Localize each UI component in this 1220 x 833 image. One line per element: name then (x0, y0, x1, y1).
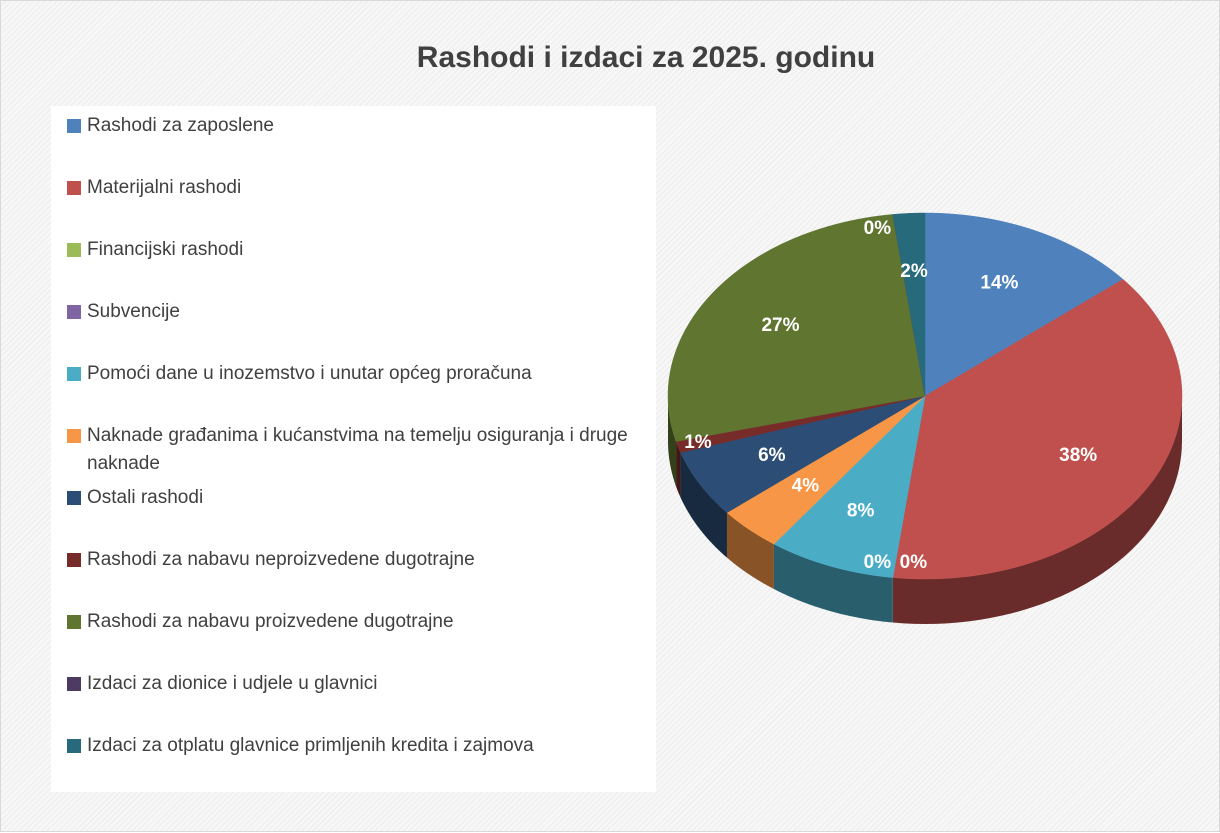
data-label: 27% (761, 315, 799, 336)
data-label: 14% (980, 272, 1018, 293)
legend-item: Izdaci za otplatu glavnice primljenih kr… (67, 732, 647, 760)
legend-label: Izdaci za dionice i udjele u glavnici (87, 673, 378, 694)
chart-title: Rashodi i izdaci za 2025. godinu (416, 41, 876, 74)
data-label: 4% (792, 476, 820, 497)
legend-swatch (67, 367, 81, 381)
legend-item: Rashodi za nabavu neproizvedene dugotraj… (67, 546, 647, 574)
legend-item: Rashodi za zaposlene (67, 112, 647, 140)
data-label: 0% (864, 218, 892, 239)
data-label: 0% (900, 552, 928, 573)
legend-item: Ostali rashodi (67, 484, 647, 512)
data-label: 38% (1059, 445, 1097, 466)
legend-item: Rashodi za nabavu proizvedene dugotrajne (67, 608, 647, 636)
pie-sides (668, 396, 1182, 624)
pie-slice (892, 212, 926, 397)
legend-swatch (67, 615, 81, 629)
legend-swatch (67, 553, 81, 567)
legend-item: Pomoći dane u inozemstvo i unutar općeg … (67, 360, 647, 388)
data-label: 8% (847, 501, 875, 522)
pie-slice (726, 395, 926, 545)
legend-label: Rashodi za nabavu proizvedene dugotrajne (87, 611, 454, 632)
legend-swatch (67, 181, 81, 195)
legend-item: Naknade građanima i kućanstvima na temel… (67, 422, 647, 478)
legend-label: Rashodi za zaposlene (87, 115, 274, 136)
legend-label: Rashodi za nabavu neproizvedene dugotraj… (87, 549, 475, 570)
legend-swatch (67, 739, 81, 753)
legend-swatch (67, 243, 81, 257)
data-label: 0% (864, 552, 892, 573)
legend-item: Materijalni rashodi (67, 174, 647, 202)
pie-slice (680, 395, 926, 513)
legend-label: Ostali rashodi (87, 487, 204, 508)
legend-swatch (67, 491, 81, 505)
legend: Rashodi za zaposlene Materijalni rashodi F… (51, 106, 656, 792)
slice-side (892, 396, 1182, 624)
legend-swatch (67, 305, 81, 319)
pie-slice (773, 395, 926, 578)
pie-slice (924, 212, 1124, 397)
slice-side (773, 544, 893, 623)
legend-label: Materijalni rashodi (87, 177, 242, 198)
pie-slice (892, 279, 1183, 580)
legend-swatch (67, 119, 81, 133)
legend-item: Subvencije (67, 298, 647, 326)
legend-label: Pomoći dane u inozemstvo i unutar općeg … (87, 363, 532, 384)
legend-label: Naknade građanima i kućanstvima na temel… (87, 425, 628, 474)
legend-label: Izdaci za otplatu glavnice primljenih kr… (87, 735, 534, 756)
slice-side (676, 441, 681, 498)
pie-slice (667, 214, 926, 442)
slice-side (668, 396, 677, 487)
slice-side (726, 512, 774, 590)
data-label: 1% (684, 432, 712, 453)
slice-side (680, 452, 727, 558)
legend-item: Financijski rashodi (67, 236, 647, 264)
legend-item: Izdaci za dionice i udjele u glavnici (67, 670, 647, 698)
data-label: 2% (900, 261, 928, 282)
legend-label: Financijski rashodi (87, 239, 244, 260)
legend-swatch (67, 677, 81, 691)
legend-label: Subvencije (87, 301, 180, 322)
data-label: 6% (758, 445, 786, 466)
legend-swatch (67, 429, 81, 443)
